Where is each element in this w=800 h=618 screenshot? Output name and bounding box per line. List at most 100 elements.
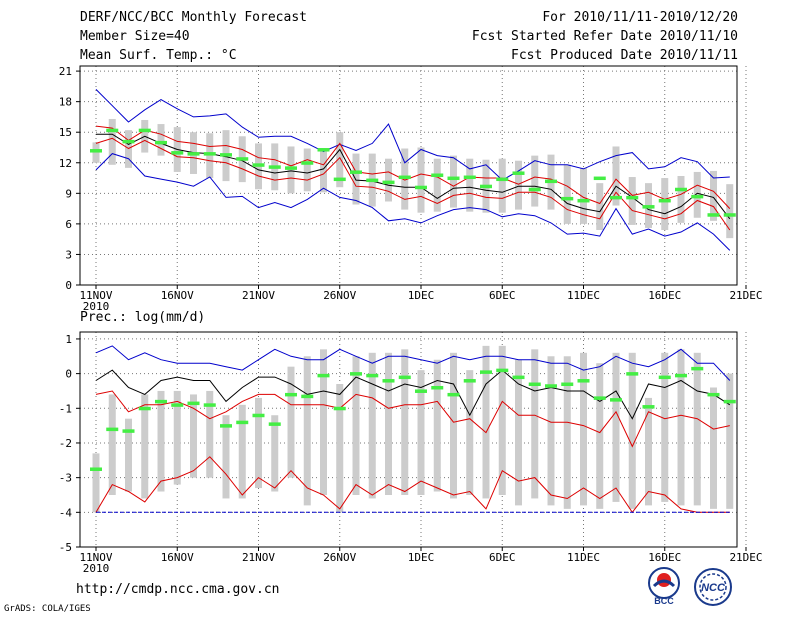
x-tick-label: 26NOV (323, 551, 356, 564)
observed-marker (398, 375, 411, 380)
observed-marker (382, 379, 395, 383)
observed-marker (122, 429, 135, 433)
observed-marker (496, 368, 509, 373)
observed-marker (415, 185, 427, 190)
spread-box (352, 356, 360, 495)
observed-marker (447, 392, 460, 397)
y-tick-label: 1 (65, 333, 72, 346)
observed-marker (415, 389, 427, 393)
spread-box (287, 366, 295, 478)
bcc-logo: BCC (648, 567, 680, 606)
x-tick-label: 16DEC (648, 289, 681, 302)
observed-marker (301, 394, 314, 399)
observed-marker (268, 422, 281, 426)
spread-box (661, 178, 669, 230)
spread-box (482, 345, 490, 499)
observed-marker (447, 176, 460, 181)
x-year-label: 2010 (83, 562, 110, 575)
observed-marker (431, 385, 444, 390)
observed-marker (658, 198, 671, 203)
x-tick-label: 26NOV (323, 289, 356, 302)
series-line-upper_red (95, 390, 730, 448)
spread-box (677, 349, 685, 506)
spread-box (710, 170, 717, 221)
observed-marker (252, 163, 265, 167)
y-tick-label: 0 (65, 368, 72, 381)
series-line-min (95, 153, 731, 251)
x-tick-label: 21DEC (729, 289, 762, 302)
observed-marker (512, 171, 525, 175)
observed-marker (707, 392, 720, 397)
spread-box (92, 142, 100, 163)
header-period: For 2010/11/11-2010/12/20 (542, 10, 738, 25)
y-tick-label: 15 (59, 126, 72, 139)
observed-marker (138, 406, 151, 411)
x-tick-label: 21NOV (242, 289, 275, 302)
y-tick-label: 6 (65, 218, 72, 231)
ncc-logo: NCC (694, 568, 732, 606)
spread-box (547, 356, 555, 506)
observed-marker (106, 427, 119, 432)
spread-box (710, 387, 717, 509)
observed-marker (626, 195, 639, 200)
spread-box (336, 132, 344, 188)
spread-box (726, 184, 734, 239)
spread-box (433, 158, 441, 212)
spread-box (125, 418, 132, 492)
spread-box (466, 370, 474, 495)
observed-marker (398, 175, 411, 180)
observed-marker (431, 173, 444, 177)
observed-marker (691, 366, 704, 371)
observed-marker (382, 180, 395, 185)
series-line-lower_red (95, 456, 730, 514)
y-tick-label: 3 (65, 248, 72, 261)
observed-marker (545, 179, 557, 184)
series-line-upper (95, 125, 731, 209)
spread-box (108, 394, 116, 495)
observed-marker (155, 399, 167, 404)
y-tick-label: 0 (65, 279, 72, 292)
observed-marker (642, 205, 655, 209)
x-tick-label: 11DEC (567, 289, 600, 302)
x-tick-label: 16NOV (161, 289, 194, 302)
observed-marker (203, 403, 216, 407)
observed-marker (463, 175, 476, 180)
observed-marker (90, 149, 102, 153)
x-tick-label: 6DEC (489, 289, 516, 302)
y-tick-label: -4 (59, 506, 73, 519)
x-tick-label: 1DEC (408, 289, 435, 302)
spread-box (498, 345, 506, 495)
y-tick-label: 9 (65, 187, 72, 200)
observed-marker (187, 152, 200, 156)
spread-box (466, 158, 474, 212)
spread-box (531, 155, 539, 207)
footer-url[interactable]: http://cmdp.ncc.cma.gov.cn (76, 582, 280, 597)
spread-box (612, 352, 620, 502)
observed-marker (171, 403, 184, 407)
observed-marker (723, 399, 736, 404)
observed-marker (171, 151, 184, 155)
x-tick-label: 21DEC (729, 551, 762, 564)
plot-frame (79, 65, 738, 286)
observed-marker (106, 128, 119, 133)
header-title: DERF/NCC/BCC Monthly Forecast (80, 10, 307, 25)
observed-marker (220, 424, 232, 428)
header-member-size: Member Size=40 (80, 29, 190, 44)
observed-marker (528, 382, 541, 387)
observed-marker (236, 420, 249, 425)
spread-box (320, 149, 327, 193)
observed-marker (577, 379, 590, 383)
x-tick-label: 1DEC (408, 551, 435, 564)
observed-marker (658, 375, 671, 380)
observed-marker (577, 198, 590, 203)
spread-box (628, 177, 636, 225)
observed-marker (252, 413, 265, 418)
spread-box (612, 146, 620, 206)
observed-marker (333, 406, 346, 411)
x-tick-label: 21NOV (242, 551, 275, 564)
observed-marker (496, 177, 509, 182)
spread-box (92, 453, 100, 513)
chart-panel-precipitation: -5 -4 -3 -2 -1 0 1 11NOV 16NOV 21NOV 26NOV 1DEC 6DEC… (59, 331, 763, 575)
observed-marker (317, 148, 330, 152)
observed-marker (561, 382, 574, 387)
